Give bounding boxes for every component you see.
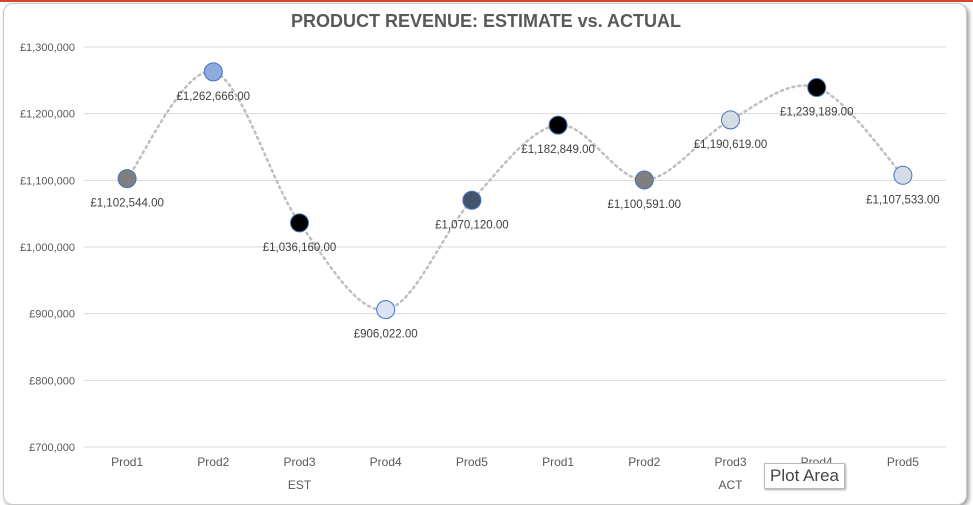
data-label: £1,239,189.00 [780, 107, 854, 119]
data-label: £1,190,619.00 [694, 139, 768, 151]
data-point [721, 110, 740, 130]
x-tick-label: Prod5 [456, 455, 488, 469]
data-point [548, 115, 568, 135]
x-tick-label: Prod2 [197, 455, 229, 469]
data-point [462, 190, 482, 210]
data-point [203, 62, 223, 82]
x-tick-label: Prod1 [542, 455, 574, 469]
data-label: £1,102,544.00 [90, 198, 164, 210]
y-tick-label: £1,200,000 [20, 109, 75, 121]
x-tick-label: Prod2 [628, 455, 660, 469]
data-point [117, 169, 137, 189]
top-border [0, 0, 973, 2]
data-point [634, 170, 654, 190]
data-label: £1,182,849.00 [521, 144, 595, 156]
y-tick-label: £1,100,000 [20, 175, 75, 187]
x-tick-label: Prod5 [887, 455, 919, 469]
series-line [125, 70, 905, 311]
data-label: £1,100,591.00 [608, 199, 682, 211]
data-label: £1,262,666.00 [177, 91, 251, 103]
data-label: £1,107,533.00 [866, 194, 940, 206]
x-group-label: EST [288, 478, 312, 492]
y-tick-label: £1,300,000 [20, 42, 75, 54]
x-tick-label: Prod3 [283, 455, 315, 469]
y-tick-label: £1,000,000 [20, 242, 75, 254]
data-label: £1,070,120.00 [435, 219, 509, 231]
data-point [376, 300, 396, 320]
tooltip: Plot Area [764, 463, 845, 489]
x-group-label: ACT [719, 478, 744, 492]
x-tick-label: Prod1 [111, 455, 143, 469]
y-tick-label: £700,000 [29, 442, 75, 454]
data-label: £906,022.00 [354, 329, 418, 341]
chart-title: PRODUCT REVENUE: ESTIMATE vs. ACTUAL [291, 11, 681, 31]
data-point [893, 165, 913, 185]
y-tick-label: £900,000 [29, 309, 75, 321]
x-tick-label: Prod4 [370, 455, 402, 469]
x-tick-label: Prod3 [714, 455, 746, 469]
y-tick-label: £800,000 [29, 375, 75, 387]
data-point [290, 213, 309, 233]
data-point [807, 78, 827, 98]
data-label: £1,036,160.00 [263, 242, 337, 254]
